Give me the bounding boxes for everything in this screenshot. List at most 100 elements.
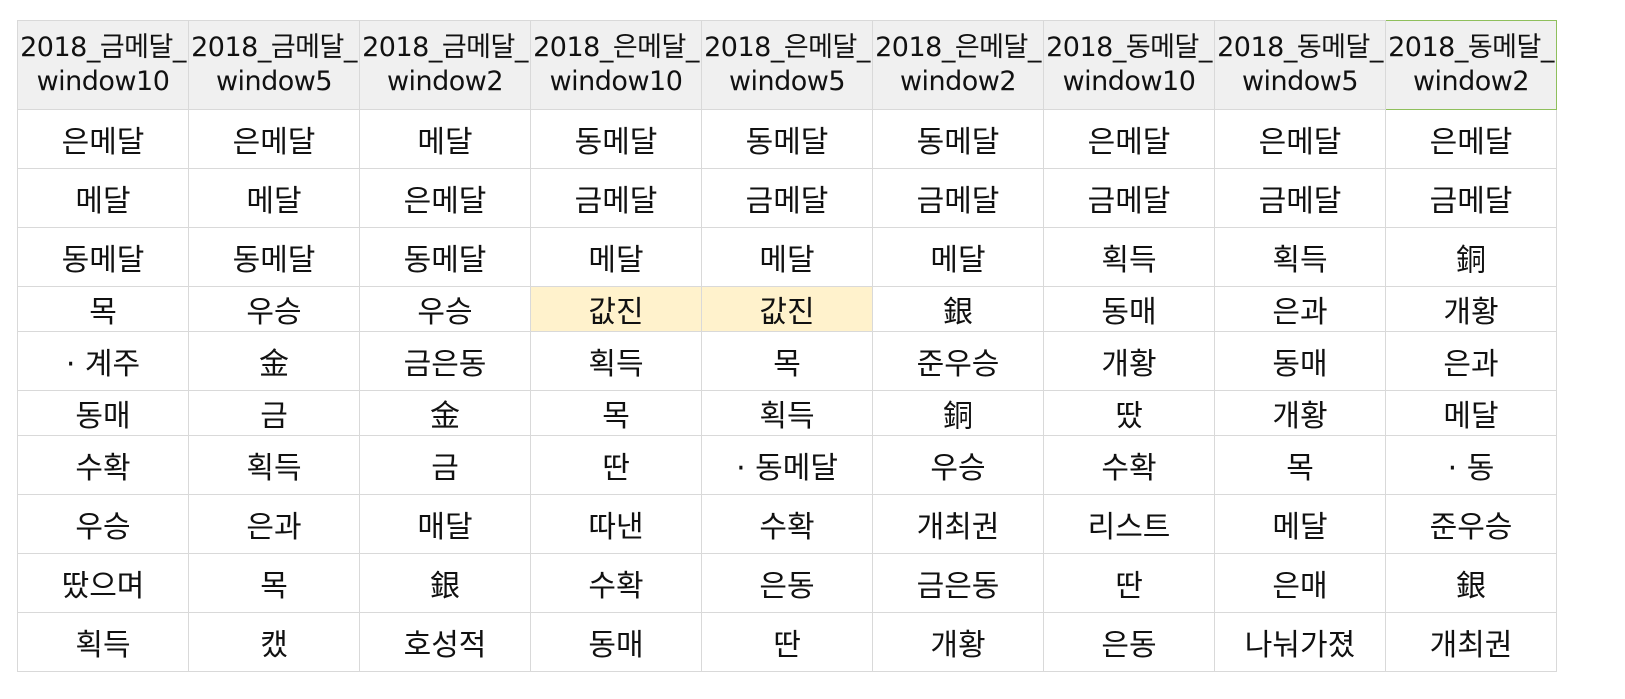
table-cell[interactable]: 개황 [1214,390,1386,436]
table-cell[interactable]: 메달 [1385,390,1557,436]
table-cell[interactable]: 銀 [359,553,531,613]
table-cell[interactable]: 銅 [1385,227,1557,287]
table-cell[interactable]: 金 [359,390,531,436]
table-cell[interactable]: 값진 [701,286,873,332]
table-cell[interactable]: 은매 [1214,553,1386,613]
table-cell[interactable]: 수확 [17,435,189,495]
table-cell[interactable]: 메달 [872,227,1044,287]
column-header[interactable]: 2018_은메달_ window5 [701,20,873,110]
table-cell[interactable]: 목 [530,390,702,436]
table-cell[interactable]: 메달 [359,109,531,169]
table-cell[interactable]: 개최권 [872,494,1044,554]
table-cell[interactable]: 딴 [701,612,873,672]
table-cell[interactable]: · 동메달 [701,435,873,495]
table-cell[interactable]: 동매 [530,612,702,672]
table-cell[interactable]: 매달 [359,494,531,554]
table-cell[interactable]: 우승 [17,494,189,554]
table-cell[interactable]: 동매 [1043,286,1215,332]
table-cell[interactable]: 금메달 [530,168,702,228]
column-header[interactable]: 2018_동메달_ window10 [1043,20,1215,110]
table-cell[interactable]: 땄으며 [17,553,189,613]
table-cell[interactable]: 따낸 [530,494,702,554]
table-cell[interactable]: 금메달 [1214,168,1386,228]
table-cell[interactable]: 딴 [1043,553,1215,613]
table-cell[interactable]: 메달 [530,227,702,287]
table-cell[interactable]: 개황 [872,612,1044,672]
table-cell[interactable]: 금 [188,390,360,436]
table-cell[interactable]: 금 [359,435,531,495]
table-cell[interactable]: 은메달 [188,109,360,169]
table-cell[interactable]: 딴 [530,435,702,495]
table-cell[interactable]: 우승 [359,286,531,332]
table-cell[interactable]: 금메달 [1043,168,1215,228]
table-cell[interactable]: 銀 [872,286,1044,332]
table-cell[interactable]: 수확 [701,494,873,554]
column-header[interactable]: 2018_은메달_ window10 [530,20,702,110]
table-cell[interactable]: 동매 [17,390,189,436]
column-header[interactable]: 2018_금메달_ window5 [188,20,360,110]
table-cell[interactable]: 준우승 [872,331,1044,391]
table-cell[interactable]: 획득 [530,331,702,391]
table-cell[interactable]: 수확 [530,553,702,613]
table-cell[interactable]: 획득 [1214,227,1386,287]
table-cell[interactable]: 동메달 [17,227,189,287]
table-cell[interactable]: 은동 [1043,612,1215,672]
table-cell[interactable]: 땄 [1043,390,1215,436]
table-cell[interactable]: 은메달 [1043,109,1215,169]
column-header-selected[interactable]: 2018_동메달_ window2 [1385,20,1557,110]
table-cell[interactable]: 값진 [530,286,702,332]
table-cell[interactable]: 동메달 [872,109,1044,169]
table-cell[interactable]: 은메달 [359,168,531,228]
table-cell[interactable]: 금메달 [872,168,1044,228]
column-header[interactable]: 2018_금메달_ window10 [17,20,189,110]
table-cell[interactable]: 개황 [1043,331,1215,391]
table-cell[interactable]: 목 [1214,435,1386,495]
table-cell[interactable]: 銀 [1385,553,1557,613]
table-cell[interactable]: 동메달 [188,227,360,287]
table-cell[interactable]: 은과 [188,494,360,554]
table-cell[interactable]: 캤 [188,612,360,672]
table-cell[interactable]: 동메달 [530,109,702,169]
table-cell[interactable]: 준우승 [1385,494,1557,554]
table-cell[interactable]: 동메달 [359,227,531,287]
table-cell[interactable]: 개황 [1385,286,1557,332]
table-cell[interactable]: 수확 [1043,435,1215,495]
table-cell[interactable]: 금메달 [701,168,873,228]
table-cell[interactable]: 메달 [701,227,873,287]
table-cell[interactable]: 획득 [701,390,873,436]
table-cell[interactable]: 메달 [188,168,360,228]
table-cell[interactable]: · 동 [1385,435,1557,495]
table-cell[interactable]: 우승 [188,286,360,332]
column-header[interactable]: 2018_동메달_ window5 [1214,20,1386,110]
table-cell[interactable]: 목 [701,331,873,391]
table-cell[interactable]: 목 [188,553,360,613]
table-cell[interactable]: 나눠가졌 [1214,612,1386,672]
table-cell[interactable]: 은동 [701,553,873,613]
table-cell[interactable]: 호성적 [359,612,531,672]
table-cell[interactable]: 은메달 [1385,109,1557,169]
table-cell[interactable]: 동메달 [701,109,873,169]
table-cell[interactable]: 우승 [872,435,1044,495]
table-cell[interactable]: 획득 [17,612,189,672]
table-cell[interactable]: 은과 [1385,331,1557,391]
table-cell[interactable]: 획득 [188,435,360,495]
table-cell[interactable]: 메달 [17,168,189,228]
table-cell[interactable]: 동매 [1214,331,1386,391]
table-cell[interactable]: 획득 [1043,227,1215,287]
table-cell[interactable]: 개최권 [1385,612,1557,672]
column-header[interactable]: 2018_금메달_ window2 [359,20,531,110]
table-cell[interactable]: 은과 [1214,286,1386,332]
table-cell[interactable]: 은메달 [1214,109,1386,169]
table-cell[interactable]: · 계주 [17,331,189,391]
table-cell[interactable]: 메달 [1214,494,1386,554]
table-cell[interactable]: 銅 [872,390,1044,436]
table-cell[interactable]: 금은동 [359,331,531,391]
table-cell[interactable]: 금메달 [1385,168,1557,228]
table-cell[interactable]: 리스트 [1043,494,1215,554]
table-cell[interactable]: 목 [17,286,189,332]
column-header[interactable]: 2018_은메달_ window2 [872,20,1044,110]
table-cell[interactable]: 金 [188,331,360,391]
table-cell[interactable]: 은메달 [17,109,189,169]
table-row: 획득 캤 호성적 동매 딴 개황 은동 나눠가졌 개최권 [17,612,1557,672]
table-cell[interactable]: 금은동 [872,553,1044,613]
